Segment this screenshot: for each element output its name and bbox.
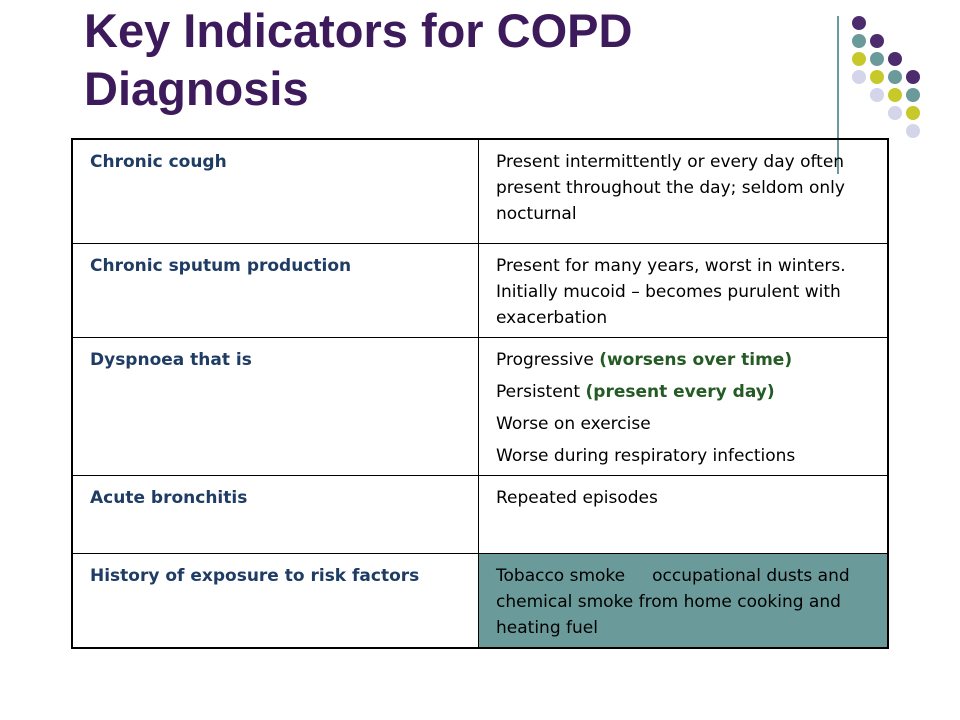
decorative-vertical-line — [837, 16, 839, 174]
description-cell: Present for many years, worst in winters… — [478, 242, 889, 338]
decorative-dot — [888, 106, 902, 120]
description-line: Tobacco smoke occupational dusts and che… — [496, 563, 875, 641]
description-line: Present intermittently or every day ofte… — [496, 149, 875, 227]
table-row: Acute bronchitis Repeated episodes — [71, 474, 889, 554]
decorative-dot — [888, 52, 902, 66]
description-line: Persistent (present every day) — [496, 379, 875, 405]
table-row: History of exposure to risk factors Tobac… — [71, 552, 889, 648]
description-text: Tobacco smoke occupational dusts and che… — [496, 565, 856, 638]
description-line: Repeated episodes — [496, 485, 875, 511]
description-text: Present for many years, worst in winters… — [496, 255, 857, 328]
description-line: Present for many years, worst in winters… — [496, 253, 875, 331]
decorative-dot — [852, 52, 866, 66]
table-row: Chronic sputum production Present for man… — [71, 242, 889, 338]
decorative-dot — [852, 16, 866, 30]
slide-title: Key Indicators for COPD Diagnosis — [84, 2, 784, 118]
indicator-cell: Chronic cough — [71, 138, 479, 244]
decorative-dot — [888, 88, 902, 102]
decorative-dot — [906, 124, 920, 138]
description-cell: Tobacco smoke occupational dusts and che… — [478, 552, 889, 648]
indicator-cell: Chronic sputum production — [71, 242, 479, 338]
description-line: Worse on exercise — [496, 411, 875, 437]
table-row: Chronic cough Present intermittently or e… — [71, 138, 889, 244]
description-cell: Repeated episodes — [478, 474, 889, 554]
indicator-cell: Dyspnoea that is — [71, 336, 479, 476]
description-text: Present intermittently or every day ofte… — [496, 152, 851, 224]
description-cell: Progressive (worsens over time) Persisten… — [478, 336, 889, 476]
decorative-dot — [888, 70, 902, 84]
description-text: Repeated episodes — [496, 487, 658, 508]
description-text: Worse during respiratory infections — [496, 445, 796, 466]
decorative-dot — [852, 34, 866, 48]
decorative-dot — [870, 70, 884, 84]
decorative-dot — [906, 106, 920, 120]
table-row: Dyspnoea that is Progressive (worsens ove… — [71, 336, 889, 476]
copd-indicators-table: Chronic cough Present intermittently or e… — [71, 138, 889, 649]
description-text: Progressive — [496, 349, 600, 370]
decorative-dot — [906, 70, 920, 84]
description-text: Persistent — [496, 381, 586, 402]
indicator-cell: History of exposure to risk factors — [71, 552, 479, 648]
description-cell: Present intermittently or every day ofte… — [478, 138, 889, 244]
decorative-dot — [870, 34, 884, 48]
description-text: Worse on exercise — [496, 413, 651, 434]
decorative-dot — [906, 88, 920, 102]
emphasis-text: (worsens over time) — [599, 349, 793, 370]
decorative-dot — [852, 70, 866, 84]
emphasis-text: (present every day) — [585, 381, 775, 402]
description-line: Progressive (worsens over time) — [496, 347, 875, 373]
title-line-2: Diagnosis — [84, 62, 309, 115]
title-line-1: Key Indicators for COPD — [84, 4, 633, 57]
decorative-dot — [870, 52, 884, 66]
description-line: Worse during respiratory infections — [496, 443, 875, 469]
indicator-cell: Acute bronchitis — [71, 474, 479, 554]
decorative-dot — [870, 88, 884, 102]
